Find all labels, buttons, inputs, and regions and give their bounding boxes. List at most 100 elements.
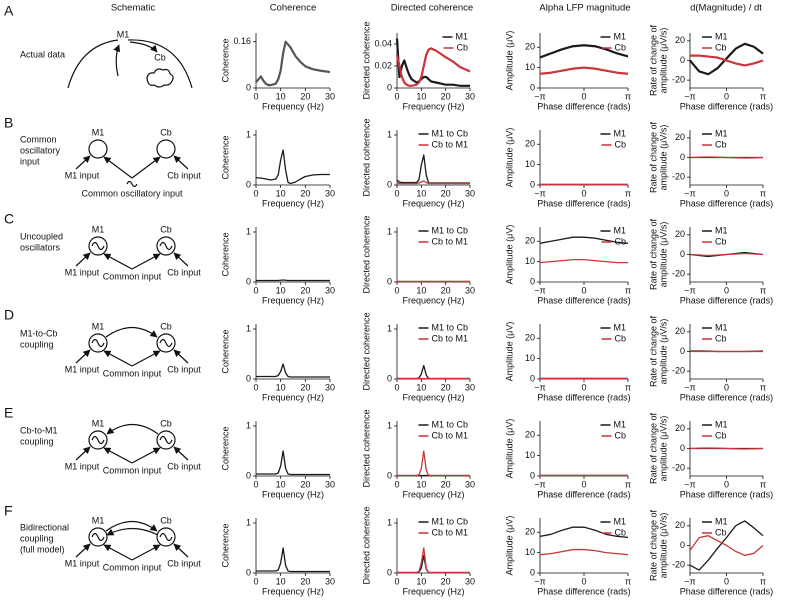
x-tick-label: 0 bbox=[394, 479, 399, 489]
pathway-arrow bbox=[113, 44, 121, 77]
x-tick-label: 10 bbox=[276, 188, 286, 198]
y-tick-label: -20 bbox=[672, 172, 685, 182]
series-line bbox=[690, 54, 764, 67]
y-axis-label: Coherence bbox=[220, 135, 230, 179]
y-tick-label: 1 bbox=[246, 129, 251, 139]
y-tick-label: 1 bbox=[387, 420, 392, 430]
node-label: Cb bbox=[160, 418, 172, 428]
series-line bbox=[255, 149, 330, 185]
y-tick-label: 1 bbox=[246, 226, 251, 236]
series-line bbox=[689, 42, 764, 76]
node-label: Cb bbox=[154, 52, 166, 62]
y-axis-label: Coherence bbox=[220, 232, 230, 276]
legend-label: M1 bbox=[715, 322, 728, 332]
common-input-label: Common oscillatory input bbox=[81, 188, 183, 198]
series-line bbox=[396, 154, 470, 184]
x-tick-label: 20 bbox=[300, 188, 310, 198]
y-axis-label: Rate of change of bbox=[648, 218, 658, 290]
series-line bbox=[539, 66, 629, 75]
oscillator-symbol bbox=[159, 338, 173, 348]
node-label: M1 bbox=[92, 321, 105, 331]
x-tick-label: 30 bbox=[325, 91, 335, 101]
x-tick-label: 10 bbox=[416, 479, 426, 489]
y-tick-label: 20 bbox=[525, 139, 535, 149]
column-header: d(Magnitude) / dt bbox=[690, 3, 762, 14]
x-tick-label: 10 bbox=[416, 576, 426, 586]
column-header: Coherence bbox=[270, 3, 316, 14]
input-label: M1 input bbox=[65, 364, 100, 374]
schematic-description: Bidirectional bbox=[20, 522, 69, 532]
x-tick-label: 20 bbox=[441, 576, 451, 586]
x-axis-label: Frequency (Hz) bbox=[262, 392, 324, 402]
y-tick-label: 0 bbox=[246, 470, 251, 480]
input-label: M1 input bbox=[65, 558, 100, 568]
y-axis-label: amplitude (μV/s) bbox=[658, 28, 668, 94]
x-tick-label: 30 bbox=[325, 576, 335, 586]
common-input-arrow bbox=[131, 447, 161, 464]
series-line bbox=[539, 258, 628, 264]
schematic-description: oscillators bbox=[20, 242, 61, 252]
x-tick-label: 0 bbox=[253, 382, 258, 392]
legend-label: Cb bbox=[614, 527, 626, 537]
column-header: Schematic bbox=[111, 3, 156, 14]
node-label: Cb bbox=[160, 321, 172, 331]
brain-outline bbox=[67, 39, 119, 89]
y-tick-label: 0 bbox=[530, 82, 535, 92]
x-tick-label: −π bbox=[684, 576, 695, 586]
y-tick-label: 0 bbox=[680, 443, 685, 453]
y-tick-label: 20 bbox=[675, 520, 685, 530]
y-tick-label: 0 bbox=[246, 373, 251, 383]
node bbox=[88, 236, 108, 256]
legend-label: M1 bbox=[613, 31, 626, 41]
common-input-arrow bbox=[103, 544, 133, 561]
x-tick-label: 0 bbox=[253, 479, 258, 489]
y-tick-label: 20 bbox=[675, 423, 685, 433]
node bbox=[156, 333, 176, 353]
y-tick-label: 20 bbox=[525, 236, 535, 246]
x-tick-label: 0 bbox=[581, 479, 586, 489]
y-axis-label: amplitude (μV/s) bbox=[658, 222, 668, 288]
series-line bbox=[539, 236, 629, 244]
x-tick-label: π bbox=[625, 285, 631, 295]
y-axis-label: Amplitude (μV) bbox=[504, 516, 514, 576]
y-tick-label: 1 bbox=[387, 129, 392, 139]
oscillatory-symbol bbox=[126, 180, 138, 188]
x-tick-label: 30 bbox=[465, 188, 475, 198]
x-tick-label: 0 bbox=[394, 188, 399, 198]
x-tick-label: 10 bbox=[416, 285, 426, 295]
y-axis-label: Coherence bbox=[220, 426, 230, 470]
node-label: M1 bbox=[92, 418, 105, 428]
input-label: M1 input bbox=[65, 267, 100, 277]
legend-label: M1 to Cb bbox=[431, 516, 468, 526]
legend-label: M1 bbox=[715, 419, 728, 429]
common-input-arrow bbox=[131, 253, 161, 270]
x-tick-label: 20 bbox=[300, 91, 310, 101]
x-axis-label: Frequency (Hz) bbox=[402, 295, 464, 305]
y-tick-label: 10 bbox=[525, 62, 535, 72]
common-input-arrow bbox=[103, 253, 133, 270]
x-tick-label: 0 bbox=[581, 382, 586, 392]
node-label: M1 bbox=[117, 29, 130, 39]
x-axis-label: Phase difference (rads) bbox=[537, 101, 630, 111]
common-input-arrow bbox=[131, 544, 161, 561]
y-tick-label: -20 bbox=[672, 269, 685, 279]
y-tick-label: 0 bbox=[387, 567, 392, 577]
schematic-description: coupling bbox=[20, 339, 54, 349]
series-line bbox=[256, 547, 330, 573]
y-axis-label: Directed coherence bbox=[361, 506, 371, 584]
y-axis-label: Amplitude (μV) bbox=[504, 128, 514, 188]
common-input-label: Common input bbox=[103, 368, 162, 378]
y-tick-label: 0 bbox=[680, 249, 685, 259]
input-arrow bbox=[173, 155, 189, 170]
legend-label: M1 bbox=[613, 225, 626, 235]
legend-label: Cb to M1 bbox=[431, 430, 468, 440]
node-label: M1 bbox=[92, 127, 105, 137]
y-axis-label: Directed coherence bbox=[361, 118, 371, 196]
schematic-description: (full model) bbox=[20, 544, 65, 554]
common-input-label: Common input bbox=[103, 271, 162, 281]
brain-outline bbox=[127, 39, 193, 89]
common-input-arrow bbox=[131, 350, 161, 367]
y-tick-label: 20 bbox=[525, 430, 535, 440]
y-tick-label: 0 bbox=[680, 346, 685, 356]
input-arrow bbox=[173, 349, 189, 364]
